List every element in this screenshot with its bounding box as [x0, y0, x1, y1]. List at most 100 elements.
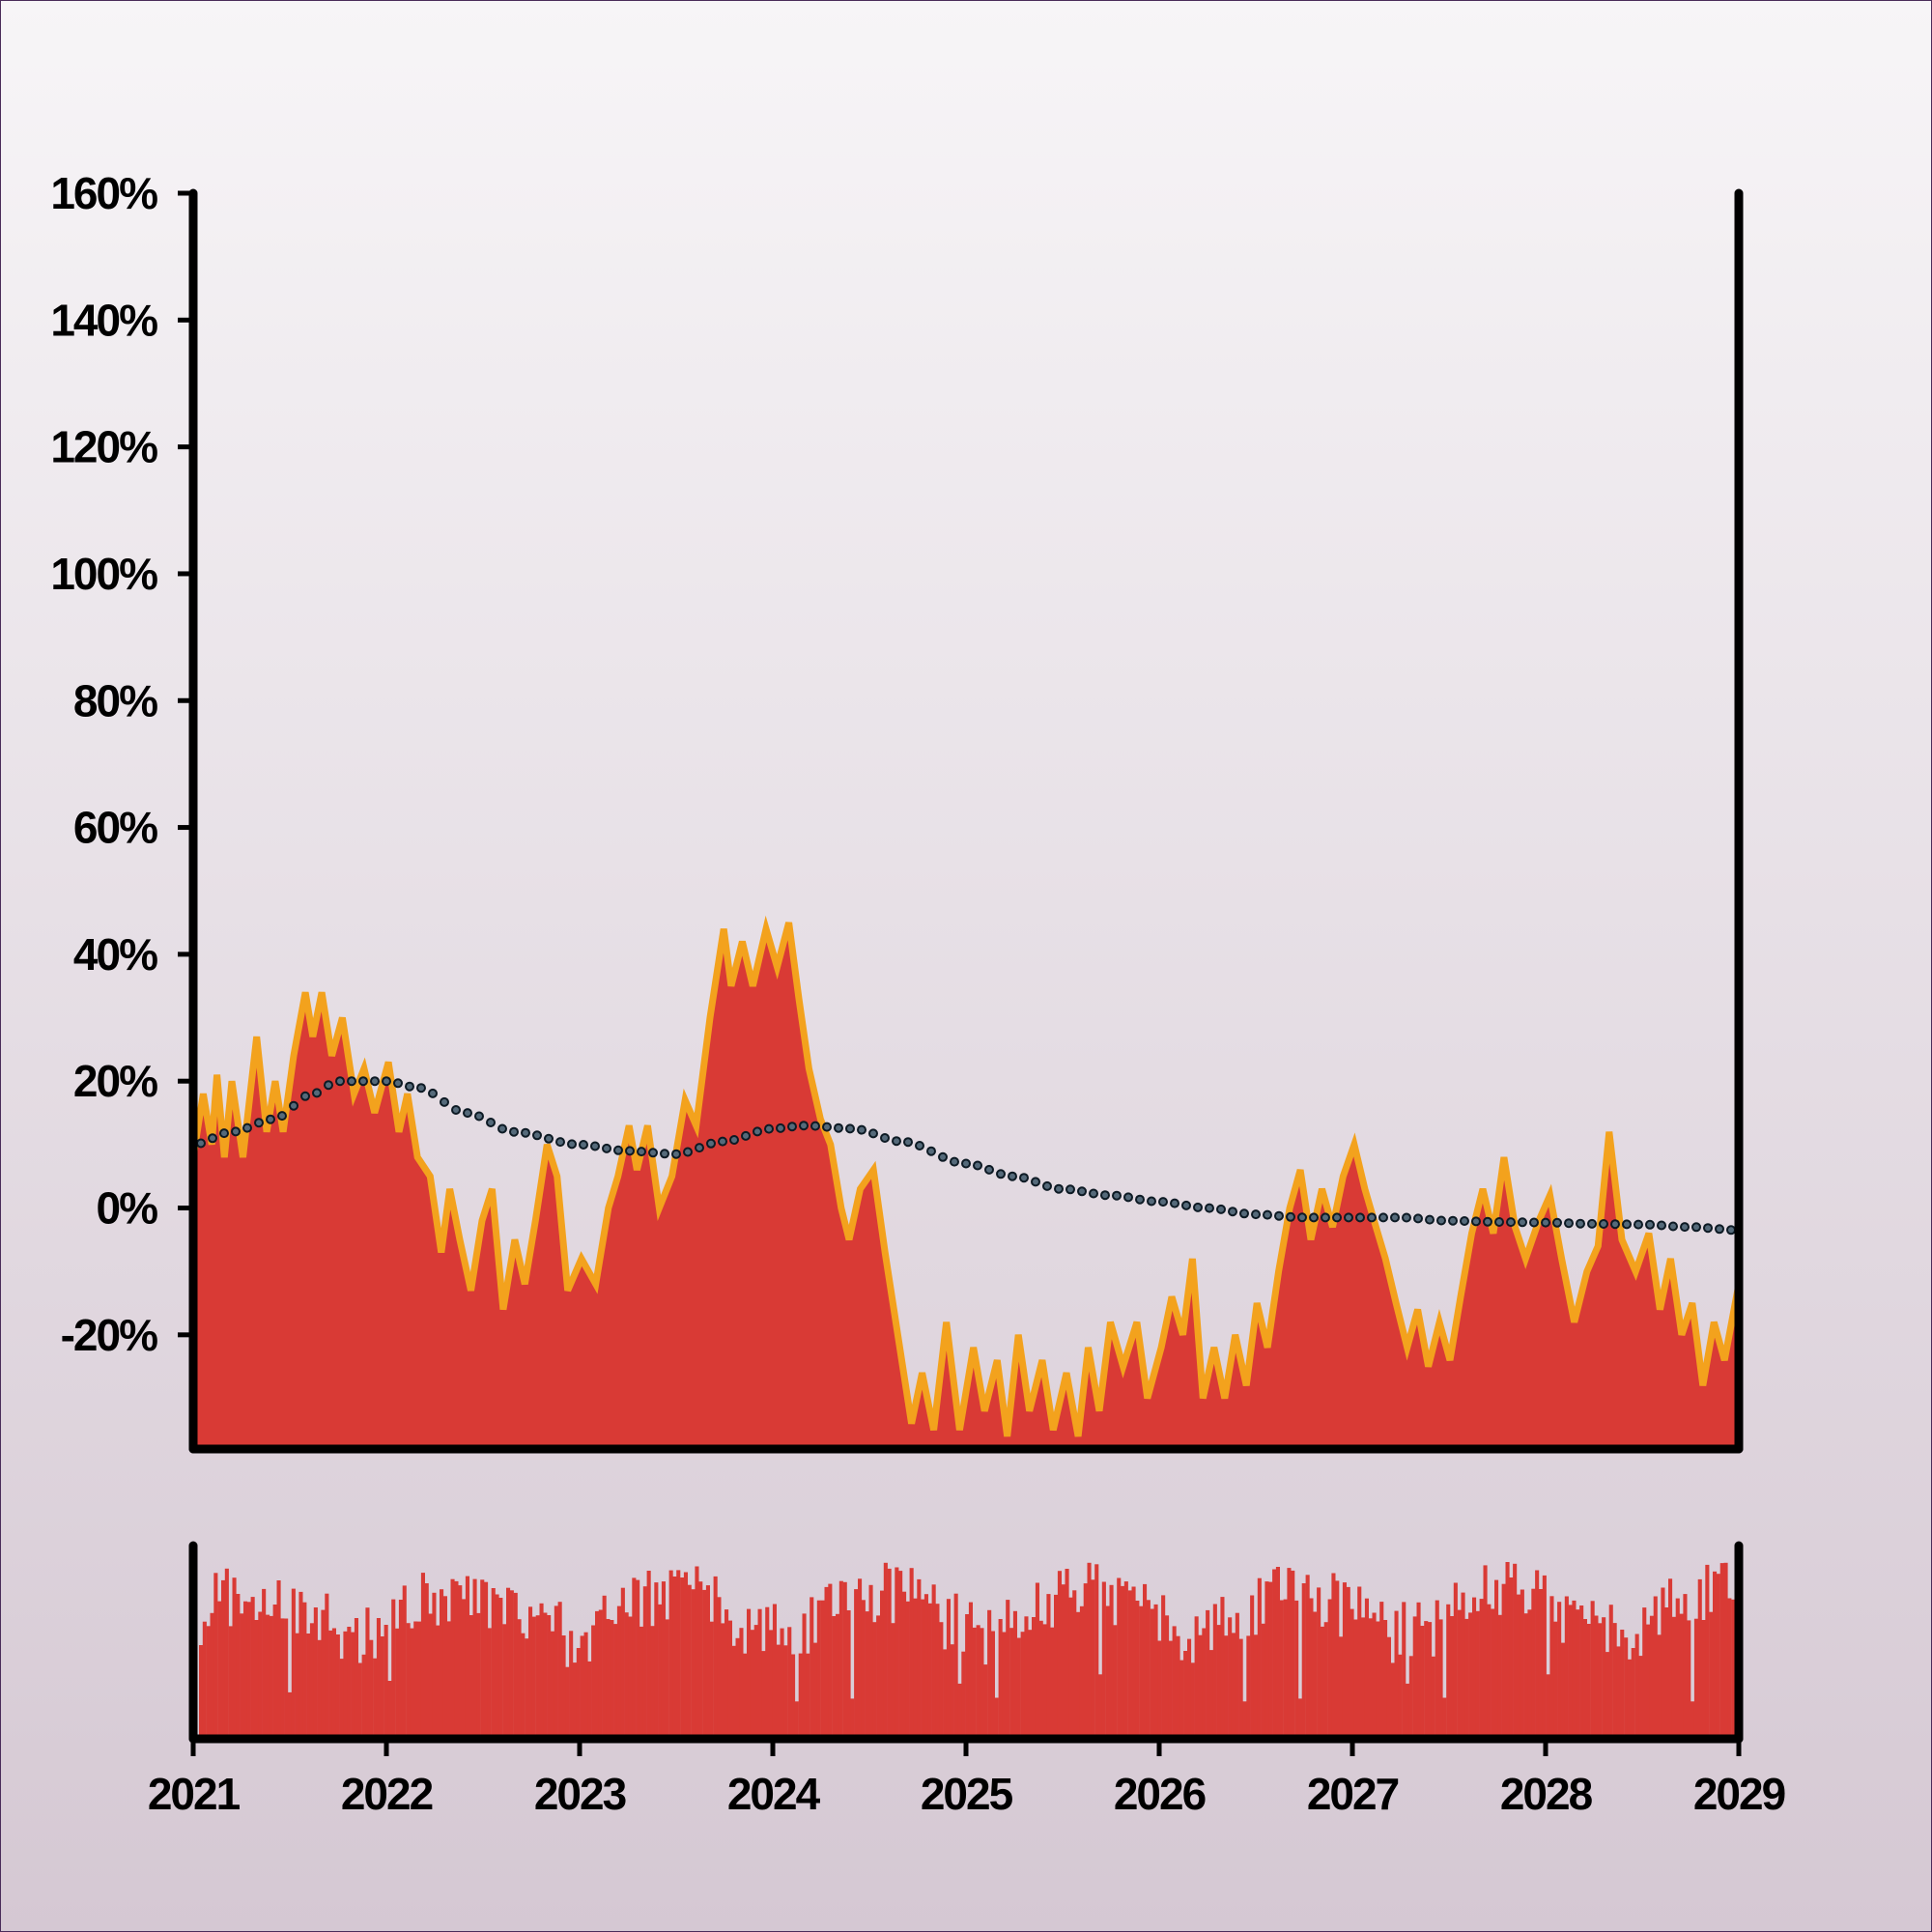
bar: [442, 1596, 447, 1739]
bar: [246, 1602, 251, 1739]
bar: [654, 1582, 659, 1739]
bar: [1091, 1579, 1095, 1739]
bar: [1046, 1594, 1051, 1739]
bar: [551, 1631, 555, 1739]
trend-dot: [776, 1122, 785, 1133]
bar: [1631, 1648, 1635, 1739]
bar: [1009, 1628, 1014, 1739]
bar: [1616, 1646, 1621, 1739]
bar: [262, 1588, 267, 1739]
trend-dot: [1251, 1209, 1261, 1220]
bar: [739, 1628, 744, 1739]
bar: [565, 1666, 570, 1739]
bar: [632, 1577, 637, 1739]
trend-dot: [868, 1128, 878, 1139]
bar: [1032, 1617, 1037, 1739]
bar: [288, 1691, 293, 1739]
bar: [587, 1661, 592, 1739]
y-tick-label: 60%: [73, 803, 157, 853]
trend-dot: [1216, 1204, 1226, 1214]
bar: [254, 1620, 259, 1739]
bar: [1638, 1656, 1643, 1739]
bar: [1420, 1626, 1425, 1739]
bar: [1668, 1578, 1673, 1739]
trend-dot: [892, 1136, 901, 1147]
trend-dot: [926, 1146, 936, 1156]
trend-dot: [1008, 1171, 1017, 1181]
bar: [1661, 1587, 1665, 1739]
bar: [624, 1612, 629, 1739]
trend-dot: [602, 1143, 611, 1153]
bar: [272, 1605, 277, 1739]
bar: [950, 1644, 954, 1739]
bar: [321, 1609, 326, 1739]
bar: [1083, 1583, 1088, 1739]
bar: [1076, 1611, 1081, 1739]
trend-dot: [1726, 1225, 1736, 1236]
bar: [217, 1601, 222, 1739]
bar: [458, 1585, 463, 1739]
bar: [1327, 1599, 1332, 1739]
bar: [1424, 1621, 1429, 1739]
bar: [428, 1613, 433, 1739]
trend-dot: [1494, 1217, 1504, 1227]
bar: [798, 1653, 803, 1739]
bar: [1687, 1620, 1691, 1739]
bar: [1527, 1609, 1532, 1739]
trend-dot: [1680, 1222, 1690, 1233]
bar: [1054, 1594, 1059, 1739]
trend-dot: [1471, 1216, 1481, 1227]
bar: [391, 1599, 396, 1739]
trend-dot: [544, 1133, 554, 1144]
bar: [1535, 1570, 1540, 1739]
bar: [727, 1620, 732, 1739]
bar: [1701, 1620, 1706, 1739]
trend-dot: [289, 1100, 298, 1111]
bar: [713, 1576, 718, 1739]
bar: [1520, 1589, 1524, 1739]
bar: [687, 1584, 692, 1739]
bar: [1513, 1563, 1518, 1739]
bar: [1187, 1638, 1192, 1739]
bar: [998, 1619, 1003, 1739]
bar: [531, 1616, 536, 1739]
y-tick-label: -20%: [61, 1310, 157, 1360]
bar: [357, 1662, 362, 1739]
bar: [302, 1602, 307, 1739]
bar: [1731, 1599, 1736, 1739]
trend-dot: [440, 1096, 449, 1107]
bar: [816, 1600, 821, 1739]
bar: [1586, 1624, 1591, 1739]
bar: [613, 1624, 618, 1739]
trend-dot: [1065, 1184, 1075, 1195]
trend-dot: [764, 1123, 774, 1134]
bar: [1297, 1698, 1302, 1739]
bar: [757, 1608, 762, 1739]
bar: [1602, 1617, 1606, 1739]
y-tick-label: 20%: [73, 1056, 157, 1106]
trend-dot: [834, 1122, 843, 1133]
bar: [898, 1571, 903, 1739]
bar: [325, 1593, 329, 1739]
bar: [1608, 1605, 1613, 1739]
bar: [454, 1580, 459, 1739]
bar: [1446, 1604, 1451, 1739]
trend-dot: [1031, 1177, 1040, 1187]
bar: [1242, 1701, 1247, 1739]
bar: [410, 1628, 414, 1739]
trend-dot: [1228, 1207, 1237, 1217]
bar: [1291, 1570, 1295, 1739]
bar: [1068, 1597, 1073, 1739]
bar: [369, 1639, 374, 1739]
trend-dot: [1344, 1212, 1353, 1223]
bar: [347, 1627, 352, 1739]
bar: [1612, 1623, 1617, 1739]
bar: [1394, 1610, 1399, 1739]
trend-dot: [1541, 1217, 1550, 1228]
trend-dot: [1378, 1212, 1388, 1223]
bar: [1294, 1600, 1299, 1739]
bar: [946, 1599, 951, 1739]
bar: [250, 1597, 255, 1739]
bar: [1042, 1624, 1047, 1739]
bar: [1716, 1574, 1720, 1739]
